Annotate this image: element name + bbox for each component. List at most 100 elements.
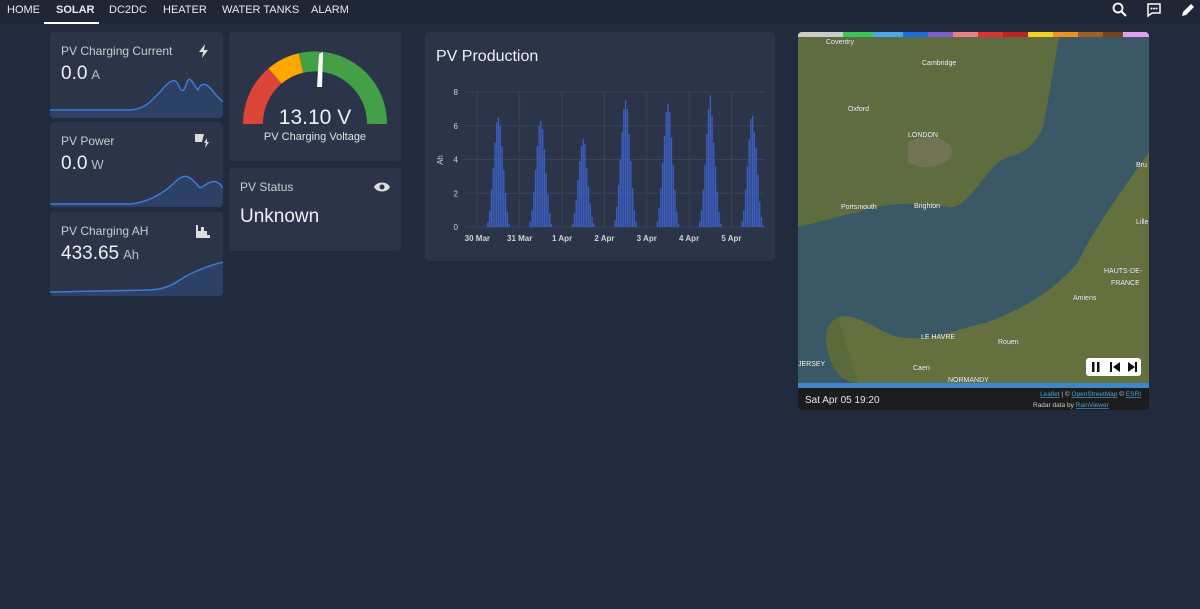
bar	[760, 216, 763, 227]
edit-icon[interactable]	[1180, 2, 1196, 18]
map-label: Portsmouth	[841, 204, 877, 211]
bar	[741, 221, 743, 227]
bar	[547, 194, 549, 227]
map-label: NORMANDY	[948, 377, 989, 384]
tab[interactable]: DC2DC	[109, 4, 147, 16]
bar	[750, 119, 752, 227]
bar	[623, 108, 625, 227]
bar	[670, 137, 673, 227]
bar	[584, 144, 586, 227]
text: ©	[1119, 390, 1124, 398]
sparkline	[50, 261, 223, 296]
bar	[635, 221, 637, 227]
map-label: Oxford	[848, 106, 869, 113]
pv-current-card[interactable]: PV Charging Current 0.0 A	[50, 32, 223, 118]
bar	[577, 179, 579, 227]
playback-controls[interactable]	[1086, 358, 1141, 376]
y-tick-label: 2	[454, 189, 459, 198]
gauge-card[interactable]: 13.10 V PV Charging Voltage	[229, 32, 401, 161]
bar	[631, 188, 634, 227]
unit: A	[91, 67, 101, 82]
sparkline	[50, 175, 223, 207]
bar	[661, 162, 664, 227]
bar	[718, 211, 720, 227]
tab-active[interactable]: SOLAR	[56, 4, 95, 16]
bar	[676, 211, 678, 227]
bar	[529, 221, 531, 227]
radar-legend	[798, 32, 1149, 37]
tab[interactable]: HOME	[7, 4, 40, 16]
bar	[757, 174, 759, 227]
bar	[628, 134, 630, 227]
unit: V	[337, 106, 351, 129]
bar	[549, 213, 551, 227]
pv-power-card[interactable]: PV Power 0.0 W	[50, 122, 223, 207]
bolt-icon	[199, 44, 208, 58]
bar	[709, 95, 711, 227]
bar	[707, 108, 710, 227]
tab[interactable]: HEATER	[163, 4, 207, 16]
link[interactable]: RainViewer	[1076, 402, 1110, 409]
bar	[508, 223, 510, 227]
map-label: Bru	[1136, 162, 1147, 169]
bar	[496, 122, 498, 227]
map-label: LONDON	[908, 132, 938, 139]
map-label: LE HAVRE	[921, 334, 955, 341]
bar	[743, 210, 745, 227]
bar	[501, 146, 503, 227]
x-tick-label: 2 Apr	[594, 234, 614, 243]
card-title: PV Charging Current	[61, 44, 173, 58]
map-label: Lille	[1136, 219, 1149, 226]
pv-ah-card[interactable]: PV Charging AH 433.65 Ah	[50, 212, 223, 296]
map-label: Caen	[913, 365, 930, 372]
bar	[677, 223, 680, 227]
bar	[531, 210, 533, 227]
map-label: FRANCE	[1111, 280, 1140, 287]
bar	[580, 146, 583, 227]
bar	[489, 210, 491, 227]
map[interactable]: Coventry Cambridge Oxford LONDON Portsmo…	[798, 32, 1149, 410]
x-tick-label: 30 Mar	[465, 234, 490, 243]
link[interactable]: Leaflet	[1040, 391, 1060, 398]
bar	[744, 189, 747, 227]
bar	[540, 120, 542, 227]
bar	[591, 216, 593, 227]
text: Radar data by	[1033, 402, 1075, 409]
x-tick-label: 4 Apr	[679, 234, 699, 243]
bar	[762, 225, 764, 227]
value: 0.0	[61, 153, 88, 174]
map-label: HAUTS-DE-	[1104, 268, 1143, 275]
status-card[interactable]: PV Status Unknown	[229, 168, 401, 251]
link[interactable]: ESRI	[1126, 391, 1141, 398]
link[interactable]: OpenStreetMap	[1072, 391, 1118, 398]
tab[interactable]: ALARM	[311, 4, 349, 16]
sparkline	[50, 78, 223, 118]
x-tick-label: 3 Apr	[637, 234, 657, 243]
tab[interactable]: WATER TANKS	[222, 4, 300, 16]
bar	[575, 200, 577, 227]
bar	[499, 125, 501, 227]
bar	[614, 220, 616, 227]
bar	[746, 166, 749, 227]
pv-production-card[interactable]: PV Production Ah 0 2 4 6 8 30 Mar 31 Mar 1 Apr 2…	[425, 32, 775, 261]
solar-icon	[195, 134, 209, 148]
gauge-label: PV Charging Voltage	[264, 131, 366, 143]
map-card[interactable]: Coventry Cambridge Oxford LONDON Portsmo…	[798, 32, 1149, 410]
map-label: Amiens	[1073, 295, 1097, 302]
map-label: Brighton	[914, 203, 940, 210]
chart-title: PV Production	[436, 48, 539, 65]
bar	[492, 167, 494, 227]
bar	[751, 115, 754, 227]
bar	[619, 159, 621, 227]
bar	[571, 223, 574, 227]
top-nav: HOME SOLAR DC2DC HEATER WATER TANKS ALAR…	[0, 0, 1200, 24]
bar-chart: Ah 0 2 4 6 8 30 Mar 31 Mar 1 Apr 2 Apr 3 Apr 4 Apr…	[436, 88, 765, 243]
y-tick-label: 8	[454, 88, 459, 97]
bar	[674, 189, 676, 227]
search-icon[interactable]	[1112, 2, 1128, 18]
unit: W	[91, 157, 104, 172]
bar	[536, 146, 539, 227]
y-tick-label: 6	[454, 122, 459, 131]
assist-icon[interactable]	[1146, 2, 1162, 18]
bar	[586, 167, 588, 227]
